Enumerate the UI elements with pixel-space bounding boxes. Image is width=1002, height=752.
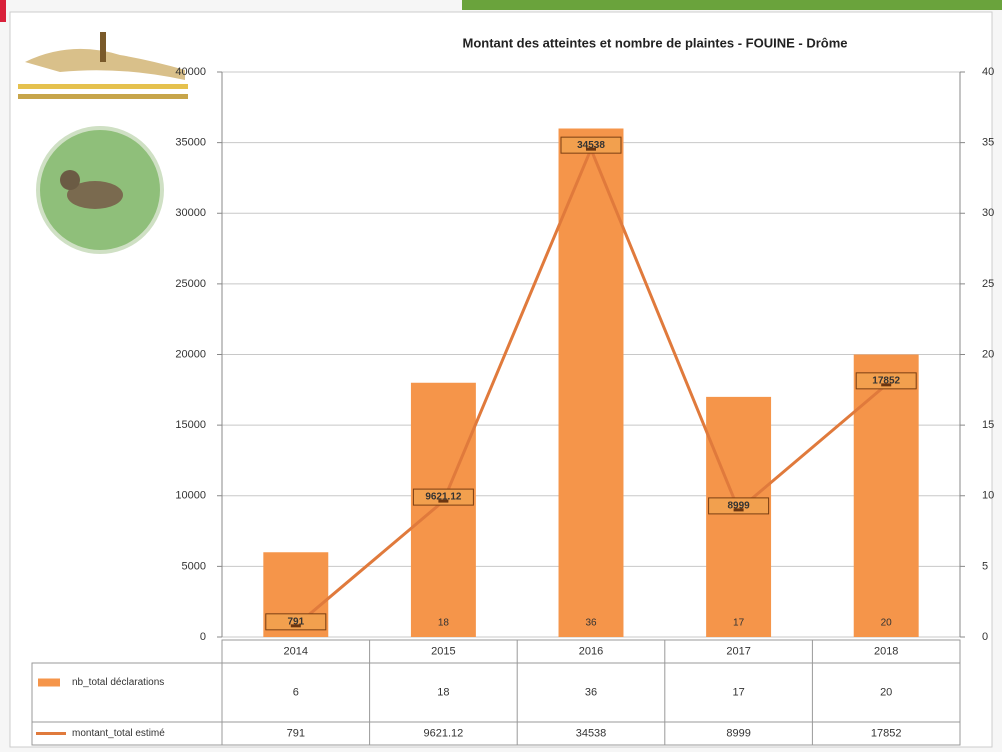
table-value: 34538 [576, 727, 607, 739]
table-value: 6 [293, 686, 299, 698]
table-value: 9621.12 [424, 727, 464, 739]
y-tick-label: 40000 [175, 66, 206, 78]
tab-edge [0, 0, 6, 22]
table-value: 17852 [871, 727, 902, 739]
bar [854, 355, 919, 638]
y2-tick-label: 25 [982, 278, 994, 290]
bar-value-label: 20 [881, 618, 893, 629]
bar-value-label: 36 [585, 618, 597, 629]
bar [706, 397, 771, 637]
table-value: 8999 [726, 727, 750, 739]
table-value: 18 [437, 686, 449, 698]
bar-value-label: 17 [733, 618, 745, 629]
y2-tick-label: 30 [982, 207, 994, 219]
y2-tick-label: 5 [982, 560, 988, 572]
y-tick-label: 10000 [175, 490, 206, 502]
y2-tick-label: 0 [982, 631, 988, 643]
y-tick-label: 20000 [175, 348, 206, 360]
x-tick-label: 2014 [284, 645, 308, 657]
x-tick-label: 2016 [579, 645, 603, 657]
top-bar [462, 0, 1002, 10]
animal-photo [38, 128, 162, 252]
y-tick-label: 15000 [175, 419, 206, 431]
table-value: 20 [880, 686, 892, 698]
chart-title: Montant des atteintes et nombre de plain… [463, 35, 848, 50]
y2-tick-label: 40 [982, 66, 994, 78]
y-tick-label: 30000 [175, 207, 206, 219]
y2-tick-label: 35 [982, 137, 994, 149]
x-tick-label: 2018 [874, 645, 898, 657]
legend-label: nb_total déclarations [72, 677, 164, 688]
y2-tick-label: 15 [982, 419, 994, 431]
y2-tick-label: 10 [982, 490, 994, 502]
y2-tick-label: 20 [982, 348, 994, 360]
y-tick-label: 0 [200, 631, 206, 643]
x-tick-label: 2017 [726, 645, 750, 657]
bar-value-label: 18 [438, 618, 450, 629]
table-value: 36 [585, 686, 597, 698]
chart: Montant des atteintes et nombre de plain… [0, 0, 1002, 752]
table-value: 791 [287, 727, 305, 739]
y-tick-label: 5000 [182, 560, 206, 572]
bar [411, 383, 476, 637]
x-tick-label: 2015 [431, 645, 455, 657]
y-tick-label: 25000 [175, 278, 206, 290]
y-tick-label: 35000 [175, 137, 206, 149]
legend-key [38, 679, 60, 687]
table-value: 17 [732, 686, 744, 698]
legend-label: montant_total estimé [72, 728, 165, 739]
